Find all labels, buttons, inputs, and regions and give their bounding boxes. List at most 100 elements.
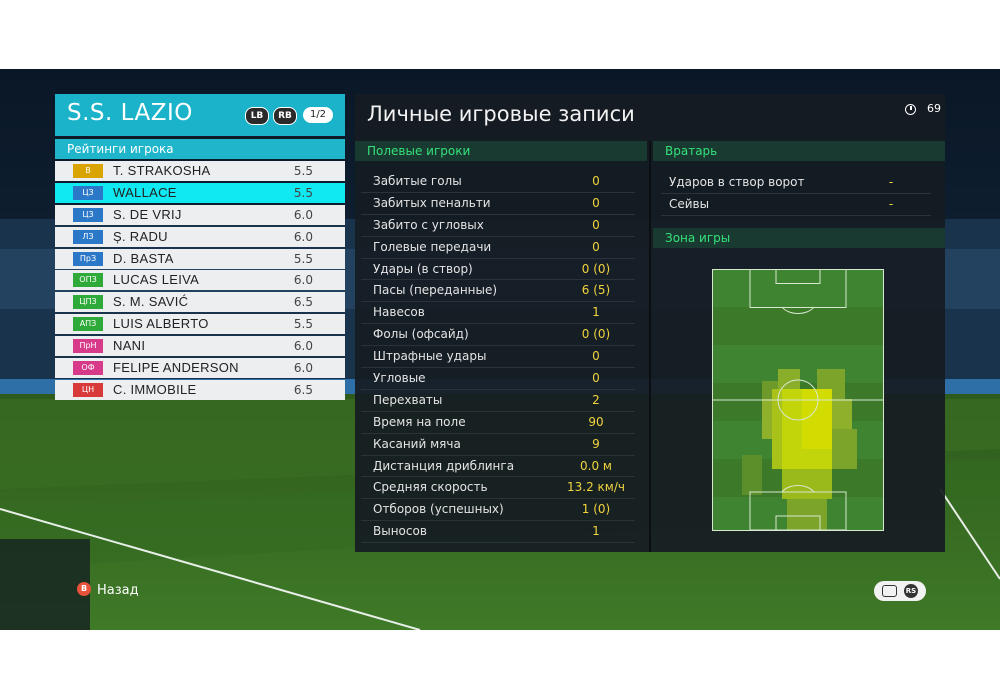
ratings-header: Рейтинги игрока (55, 139, 345, 159)
play-zone-title: Зона игры (665, 231, 731, 245)
stat-label: Касаний мяча (373, 436, 461, 451)
stat-row: Выносов 1 (361, 521, 635, 544)
page-indicator: 1/2 (303, 107, 333, 123)
stat-value: 0 (0) (581, 261, 611, 276)
player-name: LUIS ALBERTO (113, 316, 209, 332)
chat-icon (882, 585, 897, 597)
stat-row: Перехваты 2 (361, 390, 635, 412)
position-badge: ЦЗ (73, 185, 103, 200)
stat-row: Навесов 1 (361, 302, 635, 325)
player-name: C. IMMOBILE (113, 381, 197, 397)
player-rating: 5.5 (293, 185, 313, 200)
stat-value: 0 (592, 371, 600, 386)
player-rating: 5.5 (293, 251, 313, 266)
rs-stick-icon: RS (904, 584, 918, 598)
player-row[interactable]: В T. STRAKOSHA 5.5 (55, 161, 345, 181)
goalkeeper-stat-row: Сейвы - (661, 194, 931, 216)
stat-label: Навесов (373, 305, 425, 320)
player-row[interactable]: ЦПЗ S. M. SAVIĆ 6.5 (55, 292, 345, 313)
stat-value: 0 (592, 195, 600, 210)
stat-row: Штрафные удары 0 (361, 346, 635, 369)
player-row[interactable]: ПрН NANI 6.0 (55, 336, 345, 357)
goalkeeper-header[interactable]: Вратарь (653, 141, 945, 161)
stat-label: Пасы (переданные) (373, 283, 498, 298)
player-list: В T. STRAKOSHA 5.5 ЦЗ WALLACE 5.5 ЦЗ S. DE VRIJ… (55, 161, 345, 402)
timer-value: 69 (927, 102, 941, 115)
clock-icon (905, 104, 916, 115)
stat-row: Голевые передачи 0 (361, 237, 635, 259)
stat-row: Касаний мяча 9 (361, 434, 635, 456)
player-row[interactable]: ЛЗ Ș. RADU 6.0 (55, 226, 345, 247)
back-button-label[interactable]: Назад (97, 583, 139, 598)
stat-row: Фолы (офсайд) 0 (0) (361, 324, 635, 347)
stat-row: Средняя скорость 13.2 км/ч (361, 477, 635, 500)
player-rating: 5.5 (293, 164, 313, 178)
position-badge: ЛЗ (73, 229, 103, 244)
stat-row: Удары (в створ) 0 (0) (361, 259, 635, 281)
stat-label: Забитые голы (373, 174, 462, 188)
stat-label: Удары (в створ) (373, 261, 473, 276)
stat-label: Перехваты (373, 392, 443, 407)
player-row[interactable]: ОПЗ LUCAS LEIVA 6.0 (55, 270, 345, 291)
rb-button[interactable]: RB (273, 107, 297, 125)
stat-value: 1 (0) (581, 502, 611, 517)
goalkeeper-stat-value: - (888, 175, 894, 189)
player-rating: 6.0 (293, 361, 313, 376)
stat-row: Угловые 0 (361, 368, 635, 390)
stat-value: 13.2 км/ч (567, 480, 625, 495)
back-button-icon[interactable]: B (77, 582, 91, 596)
lb-button[interactable]: LB (245, 107, 269, 125)
position-badge: ЦПЗ (73, 295, 103, 310)
stat-row: Забито с угловых 0 (361, 215, 635, 237)
player-rating: 6.0 (293, 339, 313, 354)
ratings-title: Рейтинги игрока (67, 142, 174, 156)
stat-label: Забито с угловых (373, 217, 484, 232)
stat-row: Дистанция дриблинга 0.0 м (361, 456, 635, 478)
stat-row: Время на поле 90 (361, 412, 635, 434)
stat-label: Голевые передачи (373, 239, 492, 254)
position-badge: В (73, 164, 103, 178)
field-stats-list: Забитые голы 0 Забитых пенальти 0 Забито с у… (361, 171, 635, 544)
player-row[interactable]: ОФ FELIPE ANDERSON 6.0 (55, 358, 345, 379)
goalkeeper-stats-list: Ударов в створ ворот - Сейвы - (661, 172, 931, 216)
position-badge: ОПЗ (73, 273, 103, 288)
player-name: WALLACE (113, 184, 177, 200)
player-name: D. BASTA (113, 250, 174, 266)
player-row[interactable]: ЦЗ WALLACE 5.5 (55, 182, 345, 203)
play-zone-header: Зона игры (653, 228, 945, 248)
player-rating: 6.5 (293, 382, 313, 397)
player-row[interactable]: ЦН C. IMMOBILE 6.5 (55, 379, 345, 400)
stat-label: Средняя скорость (373, 480, 488, 495)
stat-value: 9 (592, 436, 600, 451)
stat-value: 6 (5) (581, 283, 611, 298)
player-name: S. M. SAVIĆ (113, 294, 189, 310)
player-name: Ș. RADU (113, 228, 168, 244)
player-row[interactable]: ПрЗ D. BASTA 5.5 (55, 248, 345, 269)
stat-label: Время на поле (373, 414, 466, 429)
goalkeeper-stat-row: Ударов в створ ворот - (661, 172, 931, 194)
player-row[interactable]: ЦЗ S. DE VRIJ 6.0 (55, 204, 345, 225)
player-rating: 6.0 (293, 273, 313, 288)
stat-row: Отборов (успешных) 1 (0) (361, 499, 635, 522)
position-badge: ЦН (73, 382, 103, 397)
position-badge: АПЗ (73, 317, 103, 332)
stat-value: 1 (592, 305, 600, 320)
player-name: FELIPE ANDERSON (113, 360, 239, 376)
stat-value: 90 (588, 414, 604, 429)
position-badge: ПрН (73, 339, 103, 354)
player-rating: 6.0 (293, 207, 313, 222)
player-name: NANI (113, 338, 146, 354)
goalkeeper-stat-value: - (888, 197, 894, 211)
team-name: S.S. LAZIO (67, 100, 193, 126)
field-players-header[interactable]: Полевые игроки (355, 141, 647, 161)
stat-value: 0 (592, 217, 600, 232)
chat-button[interactable]: RS (874, 581, 926, 601)
position-badge: ПрЗ (73, 251, 103, 266)
team-header: S.S. LAZIO LB RB 1/2 (55, 94, 345, 136)
position-badge: ЦЗ (73, 207, 103, 222)
player-row[interactable]: АПЗ LUIS ALBERTO 5.5 (55, 314, 345, 335)
field-players-title: Полевые игроки (367, 144, 471, 158)
stat-label: Штрафные удары (373, 349, 487, 364)
player-rating: 6.5 (293, 295, 313, 310)
stat-value: 0 (592, 239, 600, 254)
